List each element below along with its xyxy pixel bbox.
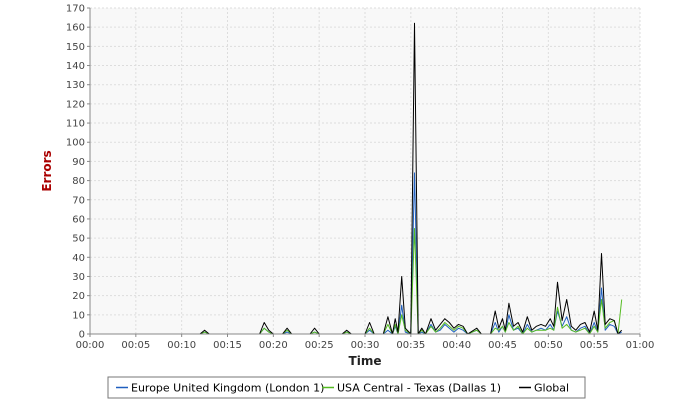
y-tick-label: 10 (72, 310, 85, 321)
y-tick-label: 170 (66, 4, 85, 15)
x-tick-label: 00:20 (259, 340, 288, 351)
y-tick-label: 50 (72, 234, 85, 245)
y-tick-label: 110 (66, 119, 85, 130)
x-tick-label: 00:55 (580, 340, 609, 351)
series-lines (117, 22, 623, 335)
y-tick-label: 30 (72, 272, 85, 283)
y-tick-label: 130 (66, 80, 85, 91)
y-tick-label: 70 (72, 195, 85, 206)
x-axis-title: Time (349, 354, 382, 368)
y-tick-label: 80 (72, 176, 85, 187)
x-tick-label: 00:15 (213, 340, 242, 351)
y-tick-label: 150 (66, 42, 85, 53)
x-tick-label: 00:35 (396, 340, 425, 351)
x-tick-label: 00:05 (121, 340, 150, 351)
series-line-3 (117, 22, 623, 335)
x-tick-label: 00:30 (351, 340, 380, 351)
y-tick-label: 20 (72, 291, 85, 302)
series-line-2 (117, 228, 623, 335)
x-tick-label: 00:50 (534, 340, 563, 351)
y-tick-label: 60 (72, 214, 85, 225)
x-tick-label: 00:40 (442, 340, 471, 351)
x-tick-label: 00:45 (488, 340, 517, 351)
y-tick-label: 0 (79, 330, 85, 341)
plot-background (90, 8, 640, 334)
y-tick-label: 140 (66, 61, 85, 72)
legend-label-1: Europe United Kingdom (London 1) (131, 382, 324, 395)
legend-box (107, 376, 586, 399)
x-tick-label: 01:00 (626, 340, 655, 351)
y-tick-label: 40 (72, 253, 85, 264)
x-tick-label: 00:25 (305, 340, 334, 351)
y-tick-label: 120 (66, 99, 85, 110)
x-tick-label: 00:00 (76, 340, 105, 351)
x-tick-label: 00:10 (167, 340, 196, 351)
y-tick-label: 100 (66, 138, 85, 149)
y-axis-title: Errors (40, 150, 54, 191)
legend-label-3: Global (534, 382, 569, 395)
y-tick-label: 90 (72, 157, 85, 168)
legend-label-2: USA Central - Texas (Dallas 1) (337, 382, 501, 395)
y-tick-label: 160 (66, 23, 85, 34)
axes: 0 10 20 30 40 50 60 70 80 90 100 110 120 130 140 150 160… (66, 4, 655, 352)
legend: Europe United Kingdom (London 1) USA Cent… (107, 376, 586, 399)
